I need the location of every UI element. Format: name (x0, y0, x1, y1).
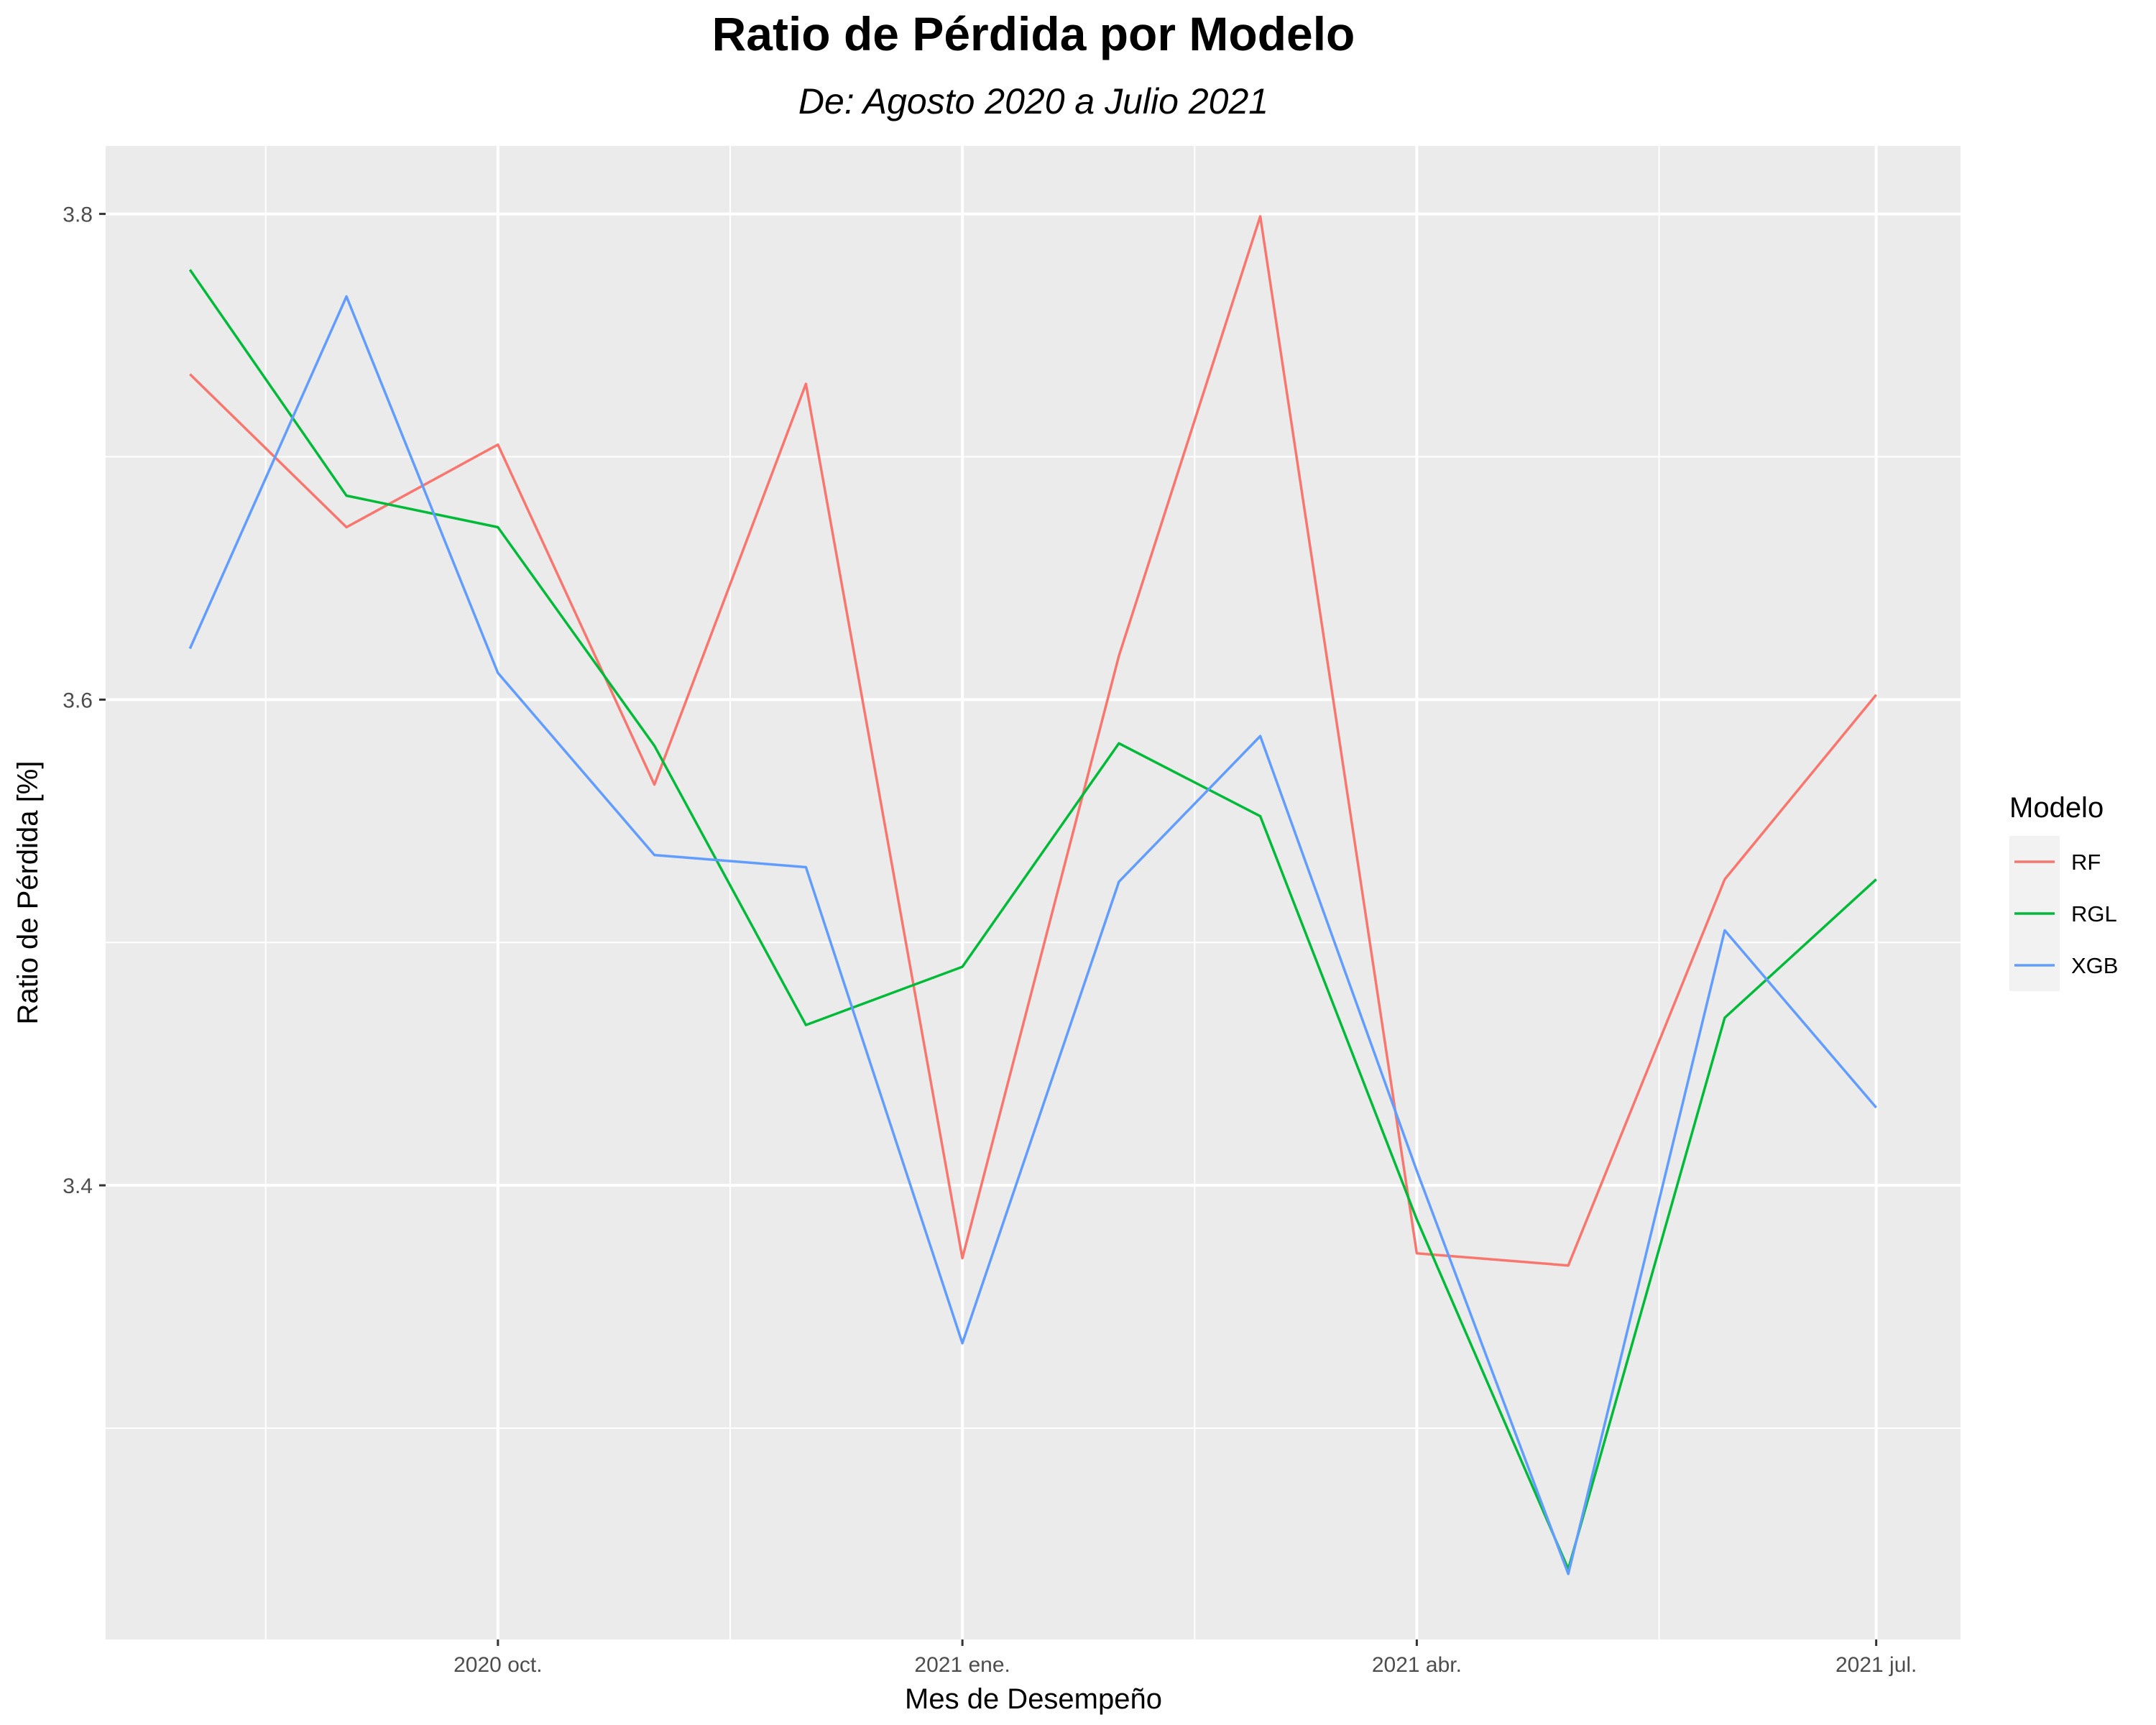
legend-title: Modelo (2009, 792, 2104, 824)
minor-gridlines (106, 146, 1961, 1639)
y-axis: 3.4 3.6 3.8 (63, 203, 106, 1198)
chart-subtitle: De: Agosto 2020 a Julio 2021 (798, 81, 1268, 121)
major-gridlines (106, 146, 1961, 1639)
x-tick-label: 2021 jul. (1835, 1653, 1917, 1677)
series-line-xgb (188, 295, 1878, 1576)
legend-label-xgb: XGB (2071, 953, 2118, 978)
legend-items: RF RGL XGB (2009, 836, 2118, 991)
y-tick-label: 3.4 (63, 1174, 93, 1198)
legend-label-rgl: RGL (2071, 901, 2117, 926)
x-tick-label: 2021 abr. (1372, 1653, 1462, 1677)
plot-panel (106, 146, 1961, 1639)
series-line-rf (189, 215, 1878, 1267)
x-axis: 2020 oct. 2021 ene. 2021 abr. 2021 jul. (453, 1639, 1917, 1677)
chart-title: Ratio de Pérdida por Modelo (712, 7, 1355, 60)
x-tick-label: 2021 ene. (914, 1653, 1010, 1677)
x-tick-label: 2020 oct. (453, 1653, 542, 1677)
x-axis-title: Mes de Desempeño (905, 1683, 1162, 1715)
y-axis-title: Ratio de Pérdida [%] (12, 761, 44, 1025)
y-tick-label: 3.6 (63, 689, 93, 712)
series-lines (188, 215, 1878, 1576)
y-tick-label: 3.8 (63, 203, 93, 227)
legend: Modelo RF RGL XGB (2009, 792, 2118, 991)
series-line-rgl (188, 269, 1877, 1570)
legend-label-rf: RF (2071, 850, 2101, 875)
